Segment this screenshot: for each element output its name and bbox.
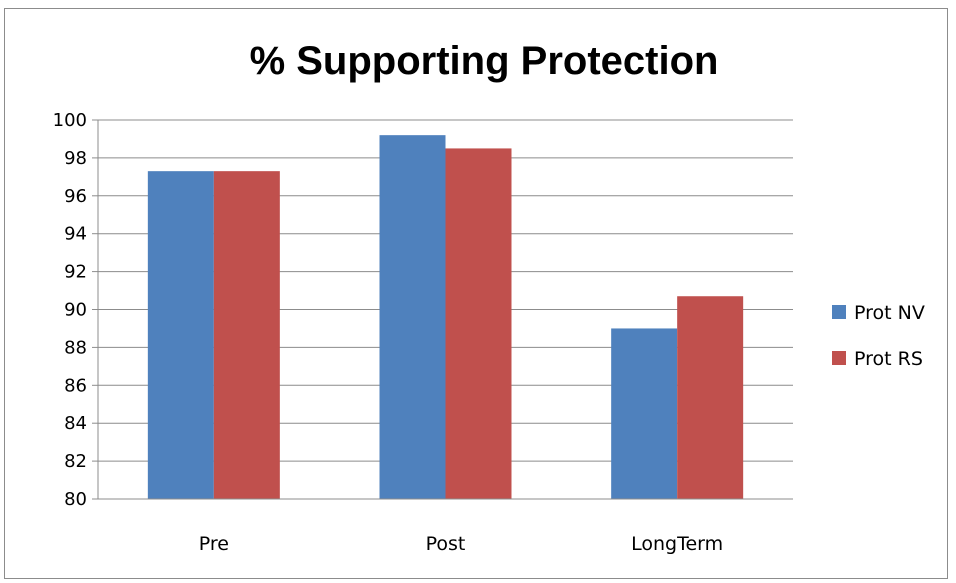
bars <box>147 135 744 500</box>
y-tick-label: 98 <box>64 148 87 169</box>
y-tick-label: 82 <box>64 451 87 472</box>
bar-prot-rs-post <box>445 148 512 500</box>
y-tick-label: 86 <box>64 375 87 396</box>
bar-prot-nv-post <box>379 135 446 499</box>
y-tick-label: 80 <box>64 489 87 510</box>
chart-title: % Supporting Protection <box>250 39 719 83</box>
bar-prot-nv-longterm <box>611 328 678 499</box>
x-axis-categories: Pre Post LongTerm <box>199 533 723 555</box>
y-tick-label: 92 <box>64 262 87 283</box>
legend-swatch <box>832 305 846 319</box>
y-axis-ticks: 80 82 84 86 88 90 92 94 96 98 100 <box>53 110 87 510</box>
legend: Prot NV Prot RS <box>832 302 925 370</box>
y-tick-label: 90 <box>64 300 87 321</box>
y-tick-label: 100 <box>53 110 87 131</box>
x-category-label: Pre <box>199 533 229 555</box>
y-tick-label: 84 <box>64 413 87 434</box>
legend-label: Prot RS <box>854 348 923 370</box>
bar-prot-nv-pre <box>147 171 214 500</box>
legend-label: Prot NV <box>854 302 925 324</box>
y-tick-label: 88 <box>64 337 87 358</box>
y-tick-label: 94 <box>64 224 87 245</box>
legend-swatch <box>832 351 846 365</box>
bar-prot-rs-pre <box>213 171 280 500</box>
x-axis <box>97 120 793 500</box>
x-category-label: LongTerm <box>631 533 723 555</box>
x-category-label: Post <box>426 533 466 555</box>
y-tick-label: 96 <box>64 186 87 207</box>
bar-prot-rs-longterm <box>677 296 744 499</box>
